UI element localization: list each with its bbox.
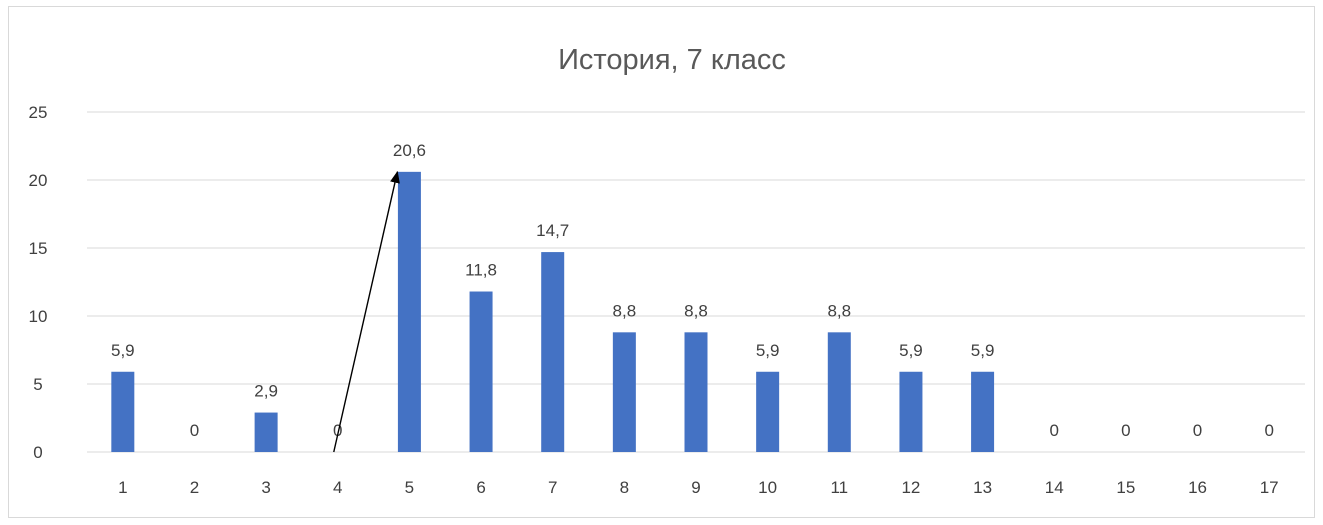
y-tick-label: 15: [29, 239, 48, 258]
annotations: [333, 170, 400, 453]
x-tick-label: 1: [118, 478, 127, 497]
x-tick-label: 2: [190, 478, 199, 497]
x-tick-label: 7: [548, 478, 557, 497]
x-tick-label: 6: [476, 478, 485, 497]
x-tick-label: 13: [973, 478, 992, 497]
data-label: 14,7: [536, 221, 569, 240]
bar: [756, 371, 780, 452]
x-tick-label: 17: [1260, 478, 1279, 497]
data-label: 0: [190, 421, 199, 440]
y-tick-label: 0: [33, 443, 42, 462]
bars: [111, 171, 995, 452]
x-tick-label: 15: [1116, 478, 1135, 497]
data-label: 5,9: [899, 341, 923, 360]
data-label: 20,6: [393, 141, 426, 160]
bar: [827, 332, 851, 452]
x-tick-label: 14: [1045, 478, 1064, 497]
data-label: 0: [1121, 421, 1130, 440]
y-tick-label: 20: [29, 171, 48, 190]
y-tick-label: 25: [29, 103, 48, 122]
data-label: 5,9: [111, 341, 135, 360]
bar: [541, 252, 565, 452]
bar: [111, 371, 135, 452]
bar: [612, 332, 636, 452]
data-label: 8,8: [613, 301, 637, 320]
data-label: 5,9: [756, 341, 780, 360]
data-label: 2,9: [254, 382, 278, 401]
bar: [469, 291, 493, 452]
data-label: 0: [1193, 421, 1202, 440]
x-tick-label: 11: [830, 478, 848, 497]
chart-title: История, 7 класс: [558, 44, 786, 76]
data-label: 0: [333, 421, 342, 440]
annotation-arrow: [333, 170, 400, 453]
x-tick-label: 8: [620, 478, 629, 497]
data-label: 0: [1050, 421, 1059, 440]
bar: [254, 412, 278, 452]
data-labels: 5,9 0 2,9 0 20,6 11,8 14,7 8,8 8,8 5,9 8,8 5,9 5,9 0 0…: [111, 141, 1274, 440]
bar: [971, 371, 995, 452]
y-tick-label: 10: [29, 307, 48, 326]
data-label: 0: [1264, 421, 1273, 440]
x-tick-label: 5: [405, 478, 414, 497]
y-tick-label: 5: [33, 375, 42, 394]
x-tick-label: 10: [758, 478, 777, 497]
x-axis-ticks: 1 2 3 4 5 6 7 8 9 10 11 12 13 14 15 16 17: [118, 478, 1279, 497]
x-tick-label: 3: [261, 478, 270, 497]
x-tick-label: 9: [691, 478, 700, 497]
bar: [684, 332, 708, 452]
bar: [397, 171, 421, 452]
chart-area: История, 7 класс 0 5 10 15 20 25 5,9 0 2,9 0 20,6…: [8, 6, 1315, 518]
x-tick-label: 4: [333, 478, 342, 497]
data-label: 8,8: [684, 301, 708, 320]
gridlines: [87, 111, 1305, 453]
data-label: 5,9: [971, 341, 995, 360]
x-tick-label: 16: [1188, 478, 1207, 497]
data-label: 8,8: [827, 301, 851, 320]
x-tick-label: 12: [901, 478, 920, 497]
y-axis-ticks: 0 5 10 15 20 25: [29, 103, 48, 462]
data-label: 11,8: [465, 261, 497, 280]
bar: [899, 371, 923, 452]
